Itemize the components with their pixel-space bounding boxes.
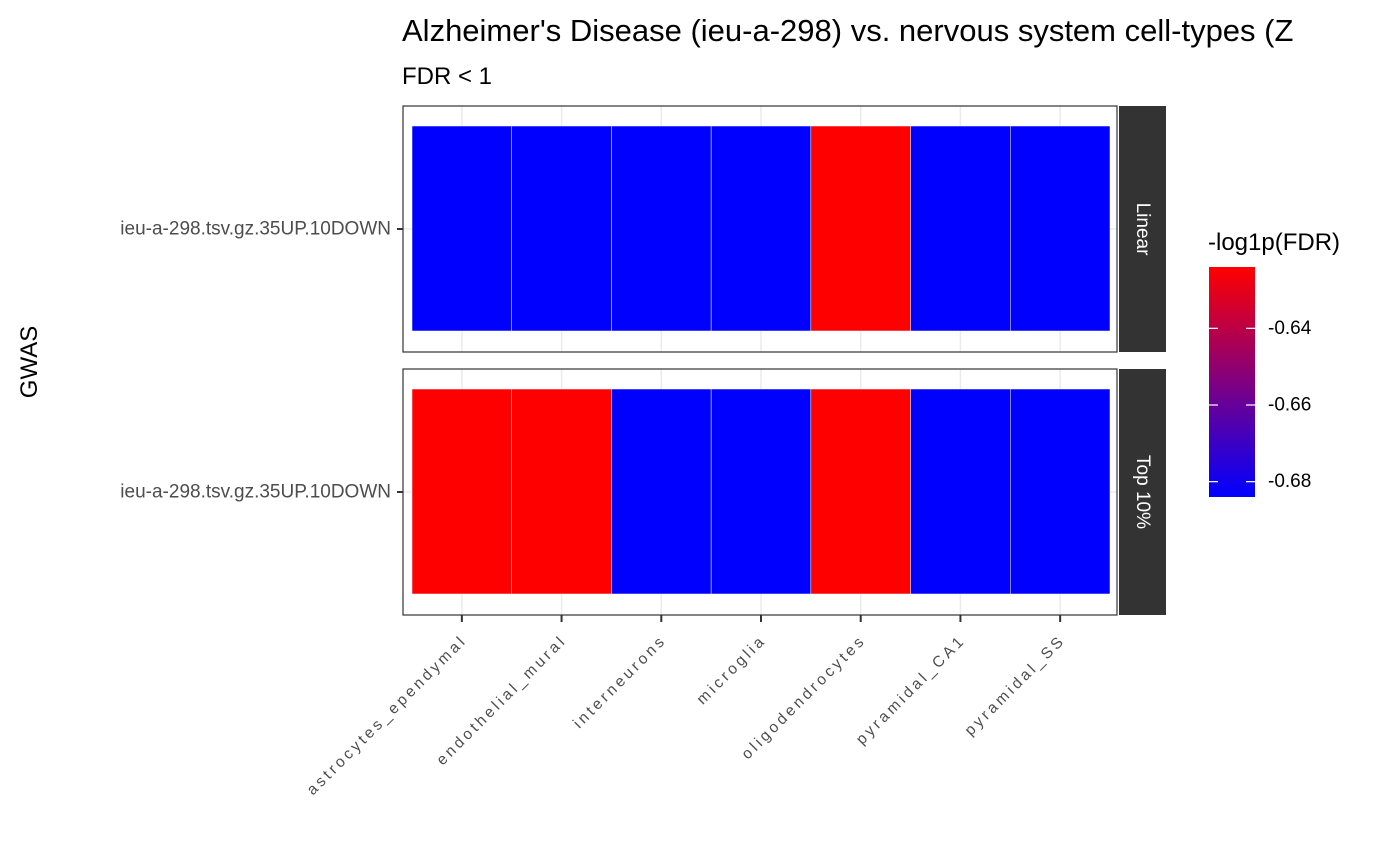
heatmap-tile	[810, 125, 911, 332]
legend-tick-label: -0.68	[1268, 471, 1311, 492]
heatmap-tile	[511, 125, 612, 332]
y-tick-label: ieu-a-298.tsv.gz.35UP.10DOWN	[120, 482, 391, 503]
heatmap-tile	[511, 388, 612, 595]
color-legend: -log1p(FDR) -0.64 -0.66 -0.68	[1208, 229, 1340, 497]
x-tick-label: pyramidal_CA1	[853, 632, 969, 748]
heatmap-tile	[810, 388, 911, 595]
heatmap-tile	[611, 125, 712, 332]
legend-colorbar	[1209, 267, 1255, 497]
heatmap-tile	[910, 388, 1011, 595]
heatmap-tile	[1010, 125, 1111, 332]
facet-strip	[1119, 369, 1166, 615]
facet-strip	[1119, 106, 1166, 352]
facet-panel: Linear ieu-a-298.tsv.gz.35UP.10DOWN	[120, 105, 1166, 353]
heatmap-tile	[710, 388, 812, 595]
x-tick-label: microglia	[694, 632, 770, 708]
chart-title: Alzheimer's Disease (ieu-a-298) vs. nerv…	[402, 13, 1293, 48]
chart-subtitle: FDR < 1	[402, 63, 492, 90]
x-tick-label: astrocytes_ependymal	[304, 632, 471, 799]
facet-panel: Top 10% ieu-a-298.tsv.gz.35UP.10DOWN	[120, 368, 1166, 616]
legend-title: -log1p(FDR)	[1208, 229, 1340, 256]
legend-tick-label: -0.64	[1268, 318, 1312, 339]
facet-strip-label: Top 10%	[1132, 455, 1153, 529]
legend-tick-label: -0.66	[1268, 395, 1311, 416]
legend-ticks: -0.64 -0.66 -0.68	[1209, 318, 1312, 492]
y-axis-title: GWAS	[16, 326, 43, 398]
heatmap-tile	[411, 388, 512, 595]
x-tick-label: pyramidal_SS	[962, 632, 1069, 739]
heatmap-tile	[1010, 388, 1111, 595]
y-tick-label: ieu-a-298.tsv.gz.35UP.10DOWN	[120, 219, 391, 240]
heatmap-tile	[710, 125, 812, 332]
heatmap-tile	[411, 125, 512, 332]
heatmap-tile	[910, 125, 1011, 332]
heatmap-tile	[611, 388, 712, 595]
x-tick-label: interneurons	[570, 632, 670, 732]
facet-strip-label: Linear	[1132, 203, 1153, 256]
